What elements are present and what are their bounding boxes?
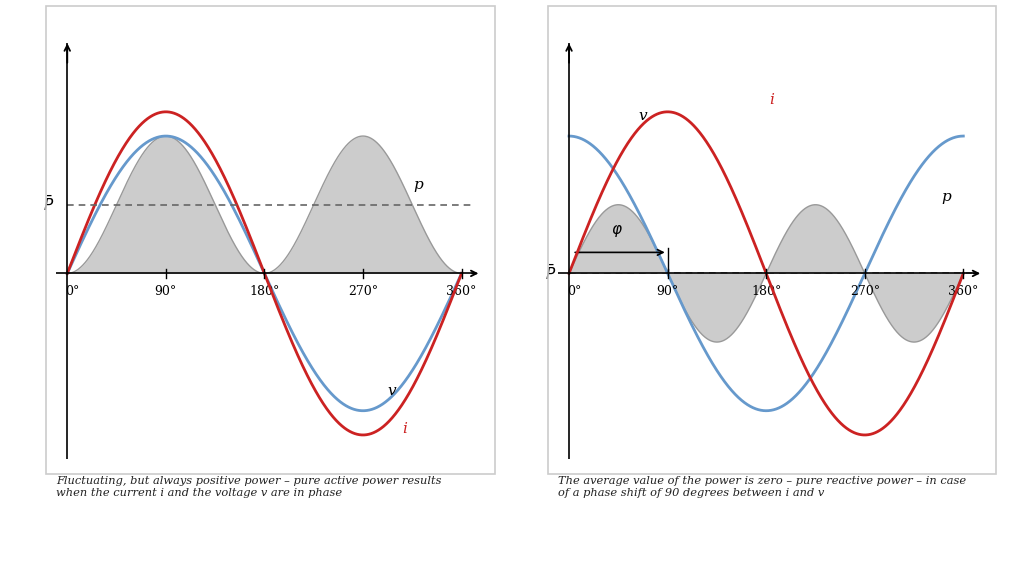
Text: p: p bbox=[941, 191, 951, 204]
Text: $\bar{P}$: $\bar{P}$ bbox=[43, 195, 54, 214]
Text: p: p bbox=[414, 177, 423, 192]
Text: 0°: 0° bbox=[567, 285, 582, 298]
Text: 90°: 90° bbox=[155, 285, 177, 298]
Text: i: i bbox=[402, 421, 408, 436]
Text: Fluctuating, but always positive power – pure active power results
when the curr: Fluctuating, but always positive power –… bbox=[56, 476, 441, 498]
Text: $\varphi$: $\varphi$ bbox=[611, 223, 624, 239]
Text: v: v bbox=[638, 109, 647, 123]
Text: v: v bbox=[387, 385, 395, 398]
Text: 360°: 360° bbox=[948, 285, 979, 298]
Text: 90°: 90° bbox=[656, 285, 679, 298]
Text: The average value of the power is zero – pure reactive power – in case
of a phas: The average value of the power is zero –… bbox=[558, 476, 967, 498]
Text: 0°: 0° bbox=[66, 285, 80, 298]
Text: 180°: 180° bbox=[249, 285, 280, 298]
Text: 270°: 270° bbox=[348, 285, 378, 298]
Text: 180°: 180° bbox=[751, 285, 781, 298]
Text: $\bar{P}$: $\bar{P}$ bbox=[545, 264, 556, 283]
Text: 270°: 270° bbox=[850, 285, 880, 298]
Text: i: i bbox=[769, 93, 774, 107]
Text: 360°: 360° bbox=[446, 285, 477, 298]
